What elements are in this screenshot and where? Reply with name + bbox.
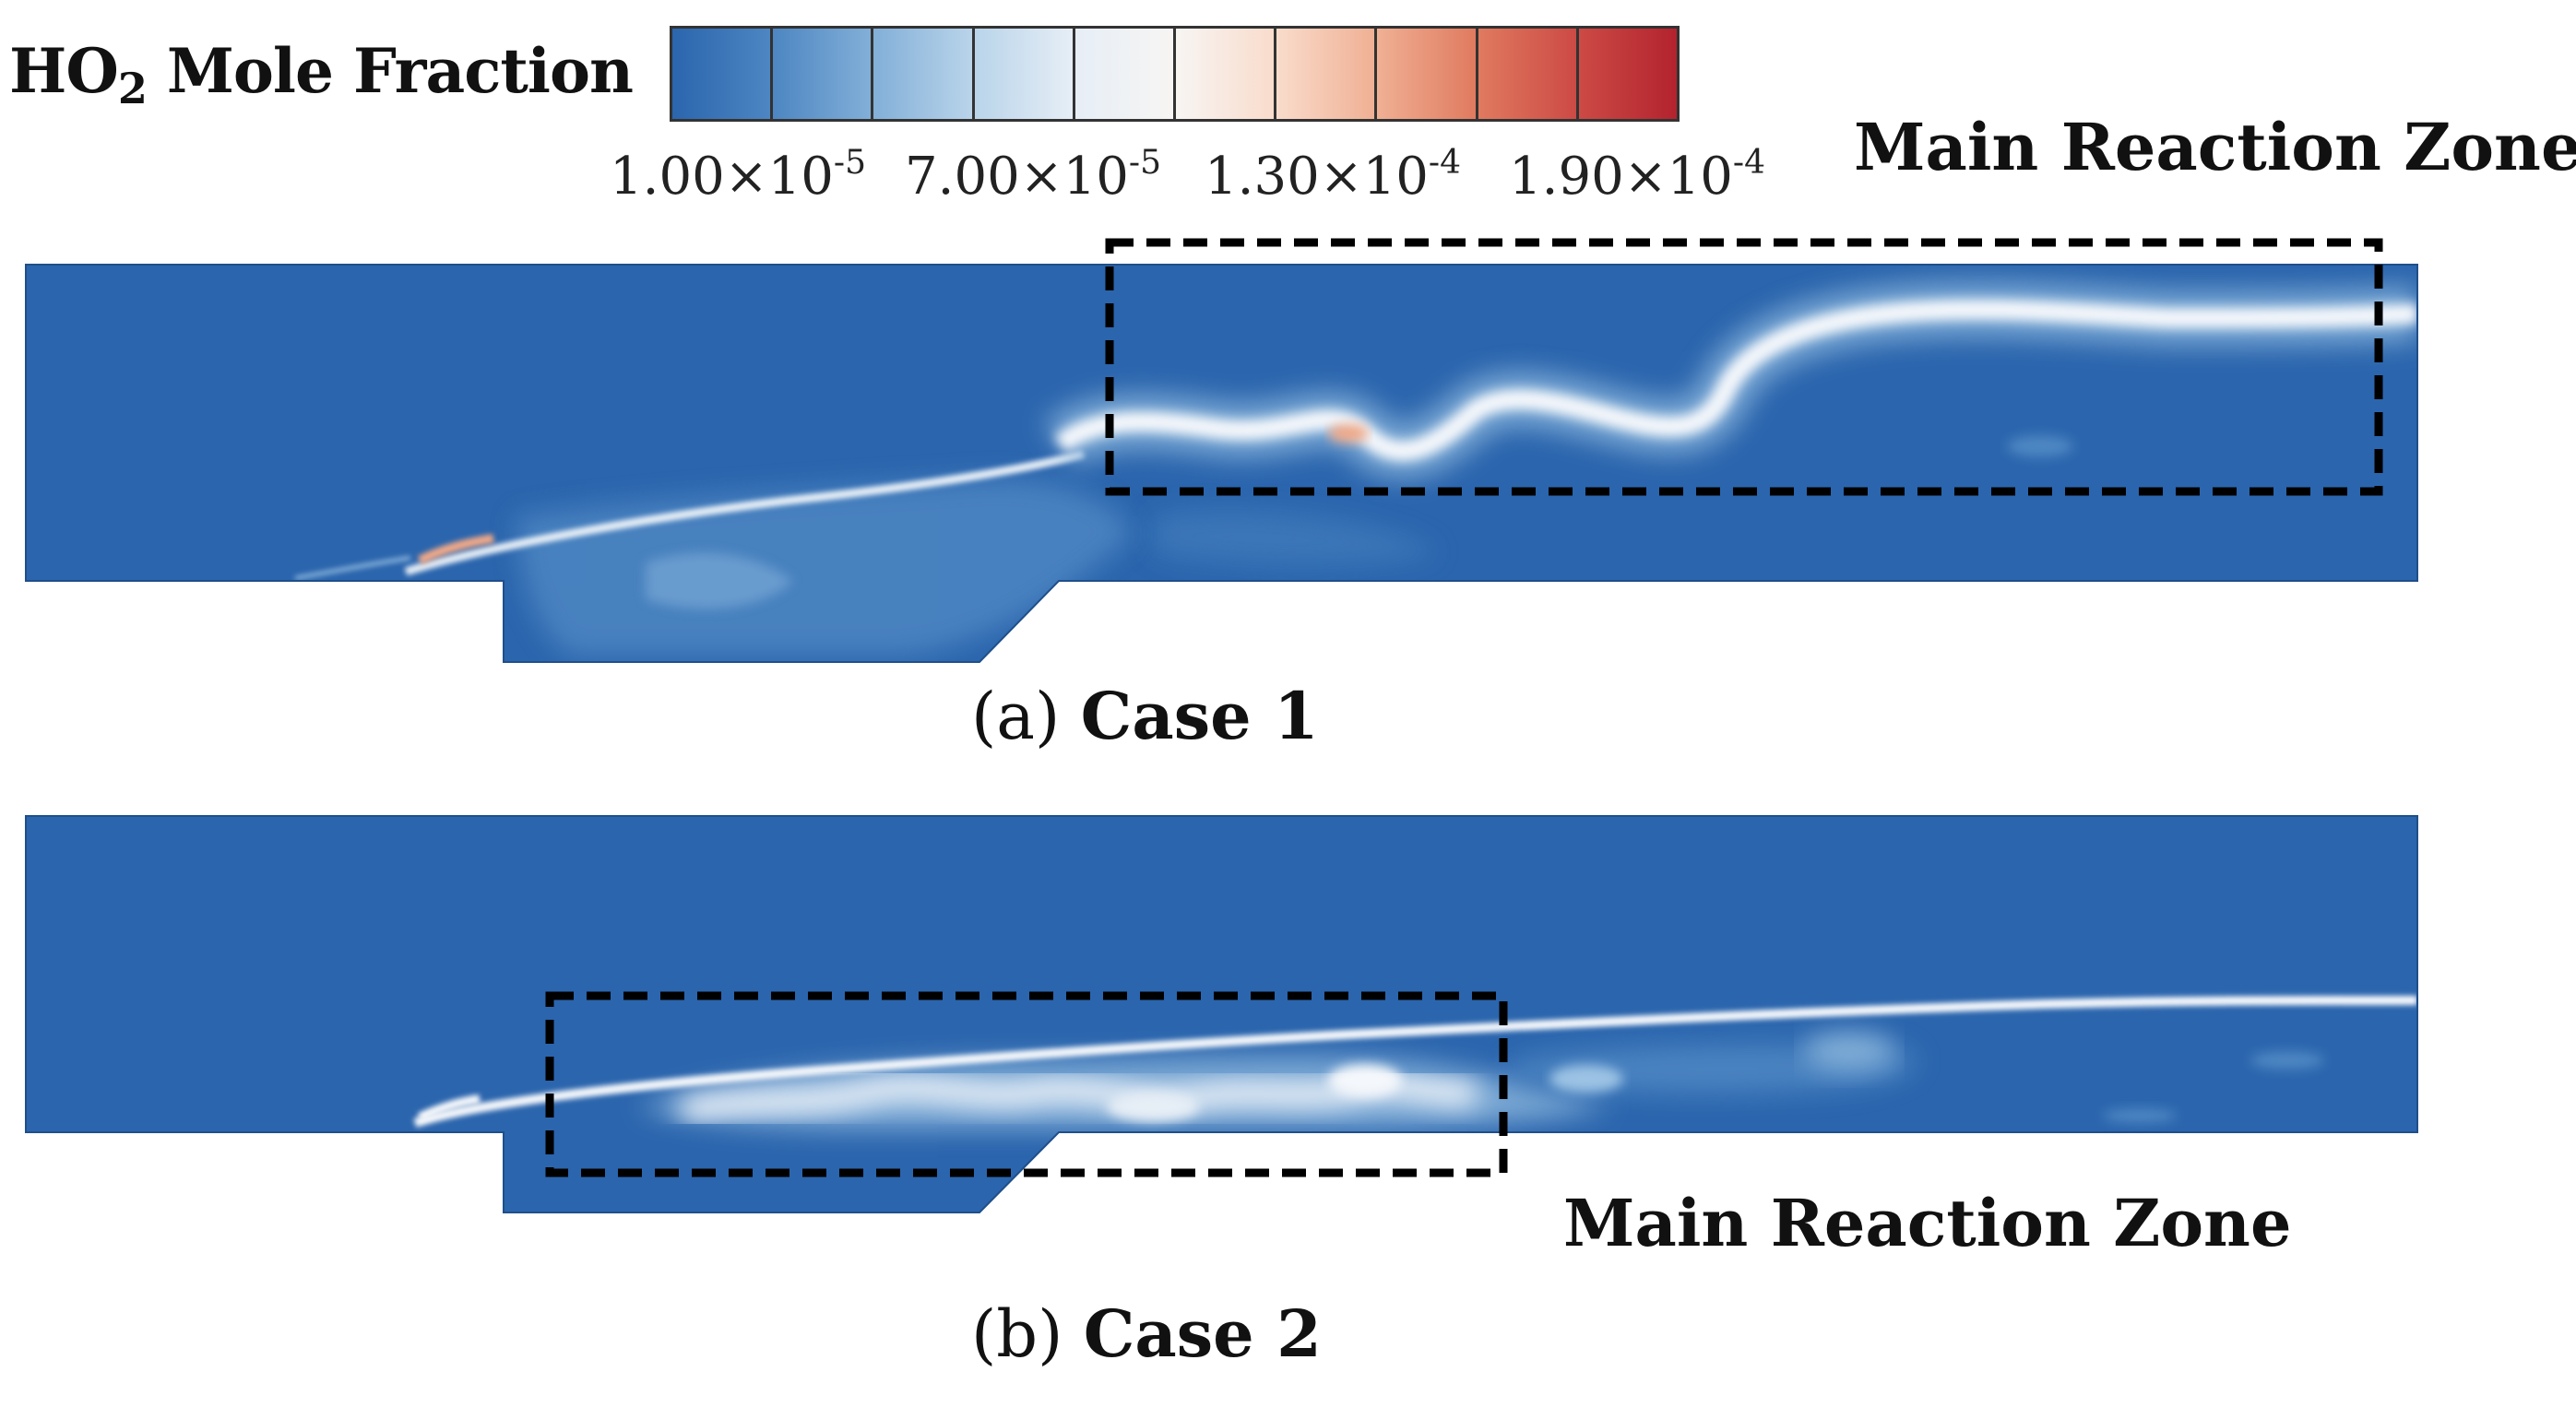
case2-shear-layer xyxy=(413,996,2417,1128)
case1-outline xyxy=(25,264,2418,663)
colorbar-swatch xyxy=(1578,29,1678,119)
case2-injector xyxy=(417,1094,481,1122)
case1-small-blob xyxy=(2007,435,2073,457)
case1-hot-spot xyxy=(1328,424,1369,443)
colorbar-tick-label: 1.90×10-4 xyxy=(1509,144,1765,207)
case1-cavity-mixing xyxy=(516,479,1134,656)
legend-title-subscript: 2 xyxy=(117,64,148,113)
case2-field xyxy=(26,816,2417,1212)
colorbar xyxy=(670,26,1680,122)
case1-cavity-patch xyxy=(646,552,793,609)
case2-small-blob xyxy=(2250,1051,2324,1070)
case1-reaction-zone-box xyxy=(1105,238,2383,496)
colorbar-swatch xyxy=(672,29,774,119)
case2-eddy xyxy=(1803,1033,1895,1070)
colorbar-swatch xyxy=(1478,29,1579,119)
case2-reaction-zone-box xyxy=(545,991,1508,1177)
colorbar-swatch xyxy=(1176,29,1277,119)
caption-letter: (b) xyxy=(971,1296,1063,1372)
case2-outline xyxy=(25,815,2418,1213)
colorbar-swatch xyxy=(1276,29,1378,119)
legend-title-rest: Mole Fraction xyxy=(146,35,634,107)
caption-case1: (a) Case 1 xyxy=(971,678,1319,754)
caption-case2: (b) Case 2 xyxy=(971,1295,1322,1372)
legend-title: HO2 Mole Fraction xyxy=(9,35,634,113)
case1-shear-layer xyxy=(404,449,1086,576)
legend-title-main: HO xyxy=(9,35,119,107)
case2-domain xyxy=(26,816,2417,1212)
colorbar-tick-label: 1.30×10-4 xyxy=(1205,144,1461,207)
colorbar-swatch xyxy=(974,29,1075,119)
case1-flame-core xyxy=(1054,299,2417,461)
case1-injector-plume xyxy=(294,555,411,581)
case1-field xyxy=(26,265,2417,662)
caption-letter: (a) xyxy=(971,679,1061,754)
colorbar-swatch xyxy=(1377,29,1478,119)
colorbar-swatch xyxy=(873,29,975,119)
main-reaction-zone-label-case1: Main Reaction Zone xyxy=(1854,109,2576,185)
colorbar-swatch xyxy=(773,29,874,119)
case1-downstream-patch xyxy=(1153,511,1439,566)
caption-case-name: Case 2 xyxy=(1083,1295,1322,1372)
case2-small-blob xyxy=(2103,1108,2177,1123)
case2-eddy xyxy=(1549,1065,1623,1093)
main-reaction-zone-label-case2: Main Reaction Zone xyxy=(1563,1185,2292,1261)
colorbar-tick-label: 1.00×10-5 xyxy=(610,144,866,207)
case2-eddy xyxy=(1328,1064,1402,1097)
caption-case-name: Case 1 xyxy=(1080,678,1319,754)
colorbar-tick-label: 7.00×10-5 xyxy=(905,144,1161,207)
case2-eddy xyxy=(1107,1092,1199,1121)
case1-injector-hot xyxy=(417,534,494,565)
colorbar-swatch xyxy=(1074,29,1177,119)
